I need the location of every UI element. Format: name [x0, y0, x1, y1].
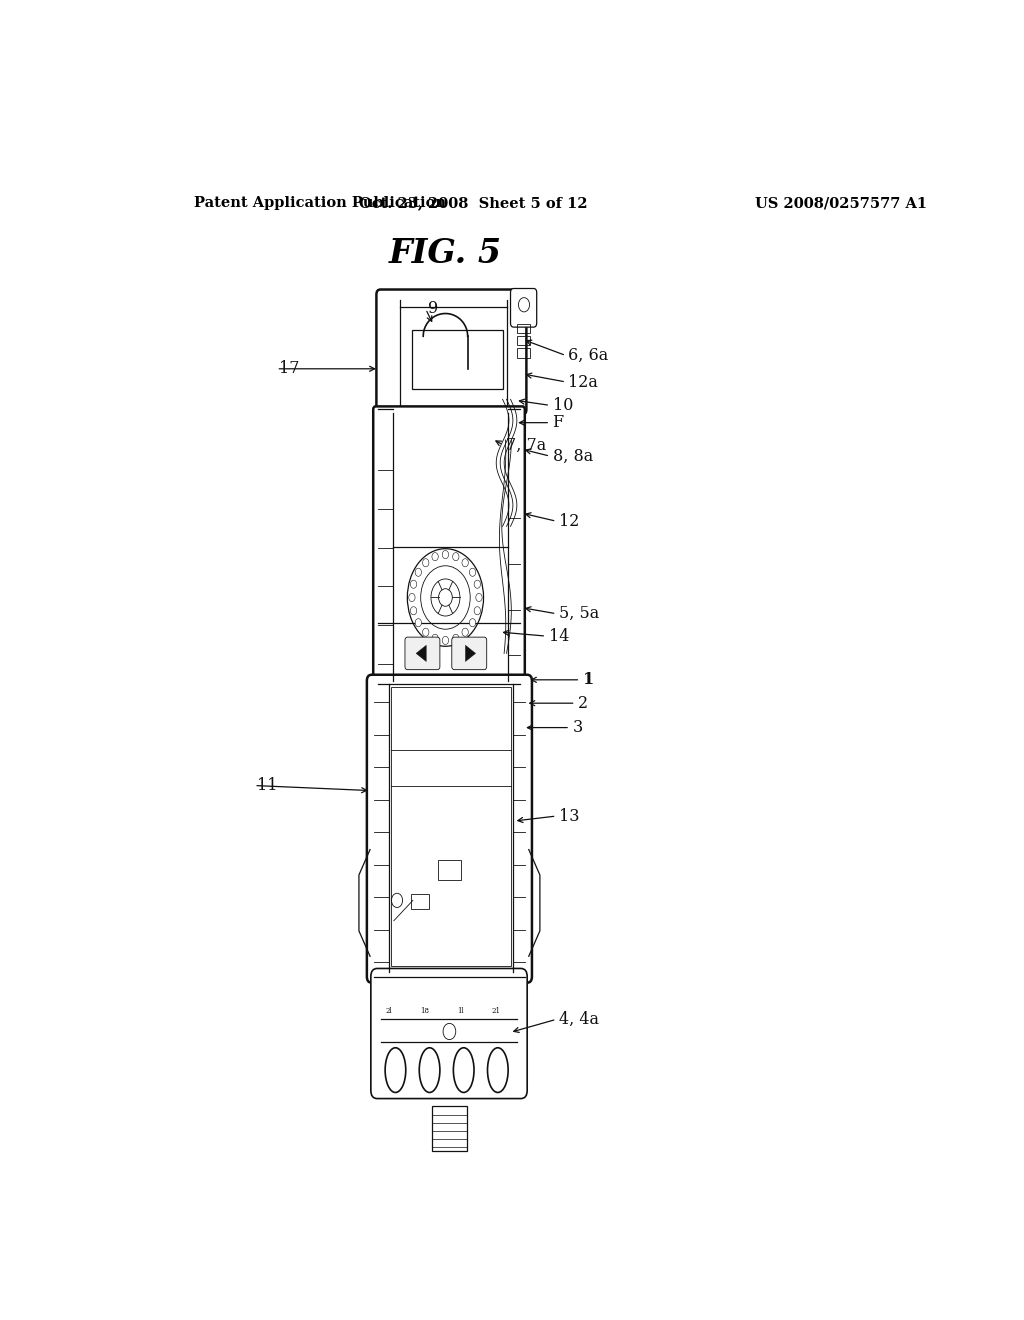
Text: Patent Application Publication: Patent Application Publication — [194, 197, 445, 210]
Text: 12a: 12a — [568, 374, 598, 391]
Text: 8, 8a: 8, 8a — [553, 447, 593, 465]
Circle shape — [423, 558, 429, 566]
Text: Oct. 23, 2008  Sheet 5 of 12: Oct. 23, 2008 Sheet 5 of 12 — [358, 197, 588, 210]
Text: 13: 13 — [559, 808, 580, 825]
Text: 7, 7a: 7, 7a — [506, 437, 546, 454]
Bar — [438, 859, 461, 880]
Text: 21: 21 — [492, 1007, 501, 1015]
Text: US 2008/0257577 A1: US 2008/0257577 A1 — [755, 197, 927, 210]
Text: 1l: 1l — [457, 1007, 464, 1015]
Circle shape — [409, 594, 415, 602]
Text: 5, 5a: 5, 5a — [559, 606, 599, 622]
Text: FIG. 5: FIG. 5 — [389, 238, 502, 271]
Bar — [517, 348, 529, 358]
Circle shape — [442, 550, 449, 558]
Circle shape — [453, 553, 459, 561]
Circle shape — [474, 581, 480, 589]
Text: 11: 11 — [257, 777, 278, 795]
Text: 9: 9 — [428, 301, 438, 317]
Circle shape — [423, 628, 429, 636]
Bar — [391, 686, 511, 966]
Circle shape — [411, 607, 417, 615]
Text: 14: 14 — [549, 627, 569, 644]
Polygon shape — [416, 645, 426, 661]
Bar — [412, 894, 429, 908]
Text: 18: 18 — [420, 1007, 429, 1015]
Circle shape — [462, 628, 468, 636]
FancyBboxPatch shape — [404, 638, 440, 669]
FancyBboxPatch shape — [452, 638, 486, 669]
Circle shape — [432, 634, 438, 643]
Circle shape — [432, 553, 438, 561]
Text: 2: 2 — [578, 694, 588, 711]
Text: 12: 12 — [559, 512, 580, 529]
Text: 2l: 2l — [386, 1007, 392, 1015]
Text: 17: 17 — [279, 360, 299, 378]
FancyBboxPatch shape — [371, 969, 527, 1098]
FancyBboxPatch shape — [367, 675, 531, 982]
Text: 10: 10 — [553, 397, 573, 414]
Text: 1: 1 — [583, 672, 594, 688]
FancyBboxPatch shape — [511, 289, 537, 327]
Text: 4, 4a: 4, 4a — [559, 1011, 599, 1028]
Text: 3: 3 — [572, 719, 583, 737]
Circle shape — [469, 568, 476, 577]
Circle shape — [462, 558, 468, 566]
Circle shape — [411, 581, 417, 589]
Polygon shape — [466, 645, 475, 661]
Bar — [432, 1106, 467, 1151]
Circle shape — [415, 619, 422, 627]
FancyBboxPatch shape — [373, 407, 524, 686]
Circle shape — [469, 619, 476, 627]
Text: F: F — [553, 414, 563, 432]
Circle shape — [453, 634, 459, 643]
Circle shape — [474, 607, 480, 615]
Bar — [517, 325, 529, 333]
Text: 6, 6a: 6, 6a — [568, 347, 608, 364]
Circle shape — [415, 568, 422, 577]
Circle shape — [442, 636, 449, 644]
Bar — [412, 330, 503, 389]
Circle shape — [476, 594, 482, 602]
Bar — [517, 337, 529, 346]
FancyBboxPatch shape — [377, 289, 526, 414]
